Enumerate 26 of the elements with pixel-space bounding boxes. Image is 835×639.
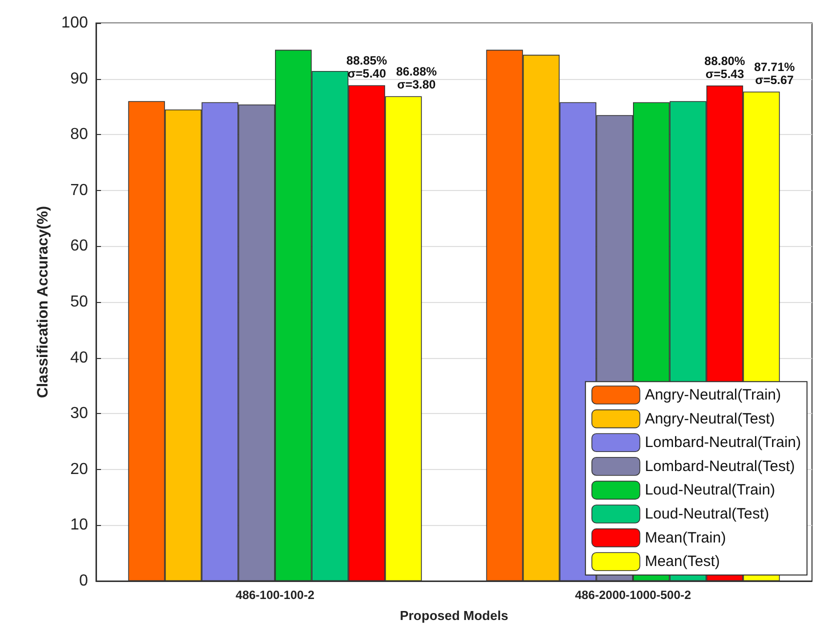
- legend-label: Angry-Neutral(Train): [644, 386, 781, 404]
- x-axis-title: Proposed Models: [400, 608, 508, 623]
- legend-label: Lombard-Neutral(Train): [644, 434, 802, 452]
- y-tick-label: 80: [70, 126, 88, 144]
- y-tick-label: 0: [79, 572, 88, 590]
- data-label: 86.88% σ=3.80: [396, 64, 438, 92]
- legend-label: Mean(Test): [644, 553, 720, 570]
- y-tick-label: 30: [70, 405, 88, 422]
- data-label: 87.71% σ=5.67: [754, 60, 796, 88]
- legend-label: Loud-Neutral(Train): [644, 482, 776, 499]
- y-tick-label: 20: [70, 460, 88, 478]
- y-tick-label: 50: [70, 294, 88, 310]
- legend-label: Angry-Neutral(Test): [644, 410, 775, 428]
- y-tick-label: 90: [70, 70, 88, 88]
- y-axis-title: Classification Accuracy(%): [34, 206, 52, 398]
- y-tick-label: 60: [70, 238, 88, 255]
- x-tick-label: 486-100-100-2: [236, 588, 315, 602]
- x-tick-label: 486-2000-1000-500-2: [574, 588, 692, 602]
- legend-label: Lombard-Neutral(Test): [644, 458, 795, 475]
- legend-label: Loud-Neutral(Test): [644, 506, 770, 522]
- y-tick-label: 10: [70, 516, 88, 534]
- y-tick-label: 40: [70, 349, 88, 366]
- y-tick-label: 100: [61, 14, 88, 32]
- data-label: 88.80% σ=5.43: [704, 54, 746, 81]
- y-tick-label: 70: [70, 182, 88, 199]
- legend-label: Mean(Train): [644, 529, 726, 546]
